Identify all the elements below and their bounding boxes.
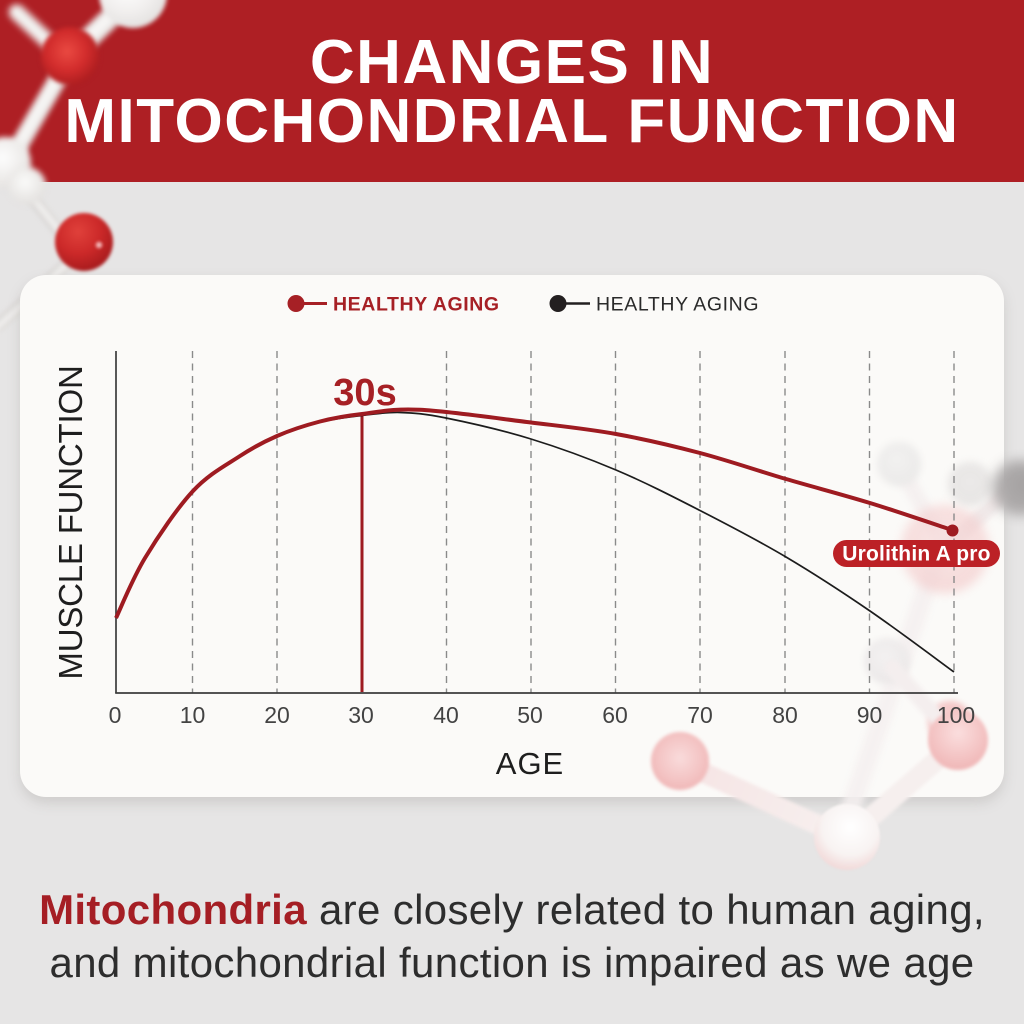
svg-text:50: 50 xyxy=(517,702,543,728)
svg-text:60: 60 xyxy=(602,702,628,728)
svg-text:MUSCLE FUNCTION: MUSCLE FUNCTION xyxy=(52,365,89,679)
svg-text:70: 70 xyxy=(687,702,713,728)
svg-text:20: 20 xyxy=(264,702,290,728)
svg-text:90: 90 xyxy=(857,702,883,728)
svg-text:AGE: AGE xyxy=(496,746,564,781)
svg-text:10: 10 xyxy=(180,702,206,728)
svg-text:30s: 30s xyxy=(333,372,396,414)
svg-text:HEALTHY AGING: HEALTHY AGING xyxy=(333,294,500,316)
svg-text:40: 40 xyxy=(433,702,459,728)
svg-text:80: 80 xyxy=(772,702,798,728)
svg-text:HEALTHY AGING: HEALTHY AGING xyxy=(596,294,759,316)
svg-text:30: 30 xyxy=(348,702,374,728)
svg-text:0: 0 xyxy=(109,702,122,728)
svg-text:100: 100 xyxy=(937,702,975,728)
svg-text:Urolithin A pro: Urolithin A pro xyxy=(842,543,990,566)
